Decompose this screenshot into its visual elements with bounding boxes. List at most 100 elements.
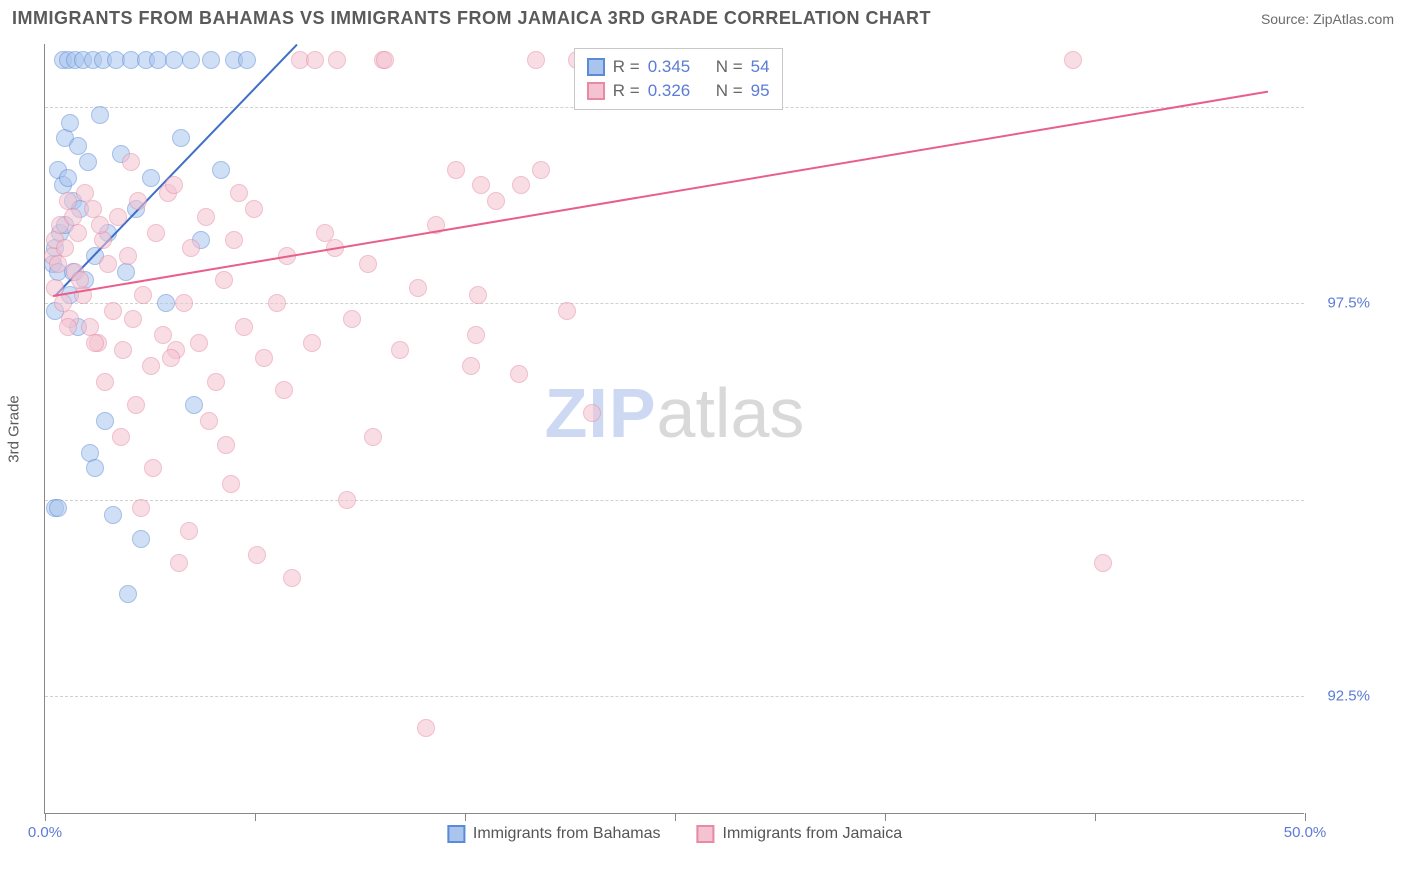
scatter-point: [527, 51, 545, 69]
scatter-point: [175, 294, 193, 312]
scatter-point: [275, 381, 293, 399]
gridline-h: [45, 500, 1304, 501]
scatter-point: [94, 231, 112, 249]
scatter-point: [447, 161, 465, 179]
y-tick-label: 92.5%: [1327, 688, 1370, 705]
scatter-point: [170, 554, 188, 572]
scatter-point: [129, 192, 147, 210]
scatter-point: [91, 106, 109, 124]
legend-swatch: [587, 58, 605, 76]
legend-swatch: [447, 825, 465, 843]
scatter-point: [162, 349, 180, 367]
stats-legend-box: R =0.345 N =54R =0.326 N =95: [574, 48, 783, 110]
scatter-point: [222, 475, 240, 493]
scatter-point: [104, 506, 122, 524]
y-axis-label: 3rd Grade: [6, 395, 23, 463]
scatter-point: [202, 51, 220, 69]
scatter-point: [132, 499, 150, 517]
legend-label: Immigrants from Jamaica: [723, 825, 903, 843]
x-tick: [675, 813, 676, 821]
scatter-point: [532, 161, 550, 179]
scatter-point: [134, 286, 152, 304]
scatter-point: [303, 334, 321, 352]
scatter-point: [462, 357, 480, 375]
scatter-point: [165, 176, 183, 194]
scatter-point: [61, 114, 79, 132]
x-tick: [255, 813, 256, 821]
scatter-point: [49, 255, 67, 273]
scatter-point: [154, 326, 172, 344]
scatter-point: [197, 208, 215, 226]
scatter-point: [417, 719, 435, 737]
stats-row: R = 0.345 N = 54: [587, 55, 770, 79]
scatter-point: [86, 334, 104, 352]
bottom-legend: Immigrants from Bahamas Immigrants from J…: [447, 825, 902, 843]
stat-label-n: N =: [716, 81, 743, 101]
scatter-point: [469, 286, 487, 304]
scatter-point: [96, 412, 114, 430]
scatter-point: [376, 51, 394, 69]
scatter-point: [185, 396, 203, 414]
scatter-point: [59, 169, 77, 187]
scatter-point: [182, 51, 200, 69]
scatter-point: [1094, 554, 1112, 572]
chart-container: 3rd Grade ZIPatlas 92.5%97.5%0.0%50.0%R …: [44, 44, 1344, 814]
scatter-point: [79, 153, 97, 171]
scatter-point: [391, 341, 409, 359]
scatter-point: [510, 365, 528, 383]
scatter-point: [71, 271, 89, 289]
scatter-point: [364, 428, 382, 446]
scatter-point: [114, 341, 132, 359]
scatter-point: [119, 585, 137, 603]
scatter-point: [182, 239, 200, 257]
scatter-point: [467, 326, 485, 344]
scatter-point: [96, 373, 114, 391]
scatter-point: [122, 153, 140, 171]
scatter-point: [109, 208, 127, 226]
scatter-point: [157, 294, 175, 312]
scatter-point: [91, 216, 109, 234]
scatter-point: [142, 169, 160, 187]
scatter-point: [104, 302, 122, 320]
scatter-point: [142, 357, 160, 375]
source-attribution: Source: ZipAtlas.com: [1261, 11, 1394, 27]
scatter-point: [59, 318, 77, 336]
scatter-point: [255, 349, 273, 367]
scatter-point: [119, 247, 137, 265]
scatter-point: [117, 263, 135, 281]
plot-area: ZIPatlas 92.5%97.5%0.0%50.0%R =0.345 N =…: [44, 44, 1304, 814]
scatter-point: [212, 161, 230, 179]
gridline-h: [45, 303, 1304, 304]
stat-label-r: R =: [613, 81, 640, 101]
scatter-point: [69, 224, 87, 242]
scatter-point: [245, 200, 263, 218]
scatter-point: [1064, 51, 1082, 69]
stat-label-n: N =: [716, 57, 743, 77]
stat-value-r: 0.345: [648, 57, 691, 77]
scatter-point: [472, 176, 490, 194]
scatter-point: [409, 279, 427, 297]
stat-label-r: R =: [613, 57, 640, 77]
stat-value-n: 54: [751, 57, 770, 77]
x-tick: [465, 813, 466, 821]
stat-value-r: 0.326: [648, 81, 691, 101]
scatter-point: [217, 436, 235, 454]
scatter-point: [86, 459, 104, 477]
legend-swatch: [587, 82, 605, 100]
x-tick: [1095, 813, 1096, 821]
scatter-point: [583, 404, 601, 422]
scatter-point: [230, 184, 248, 202]
x-tick: [45, 813, 46, 821]
legend-item: Immigrants from Bahamas: [447, 825, 661, 843]
scatter-point: [112, 428, 130, 446]
scatter-point: [328, 51, 346, 69]
scatter-point: [172, 129, 190, 147]
scatter-point: [343, 310, 361, 328]
scatter-point: [165, 51, 183, 69]
scatter-point: [190, 334, 208, 352]
scatter-point: [49, 499, 67, 517]
scatter-point: [56, 239, 74, 257]
scatter-point: [180, 522, 198, 540]
scatter-point: [147, 224, 165, 242]
gridline-h: [45, 696, 1304, 697]
